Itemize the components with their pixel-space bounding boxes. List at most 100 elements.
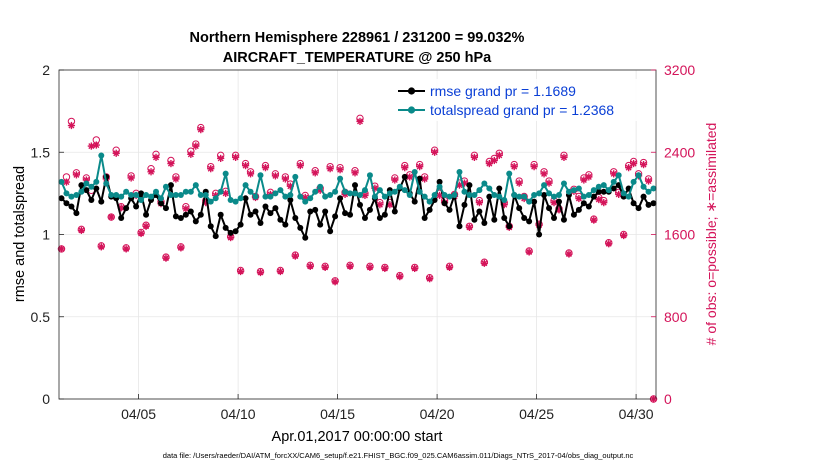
asterisk-stroke (386, 201, 393, 208)
rmse-point (138, 190, 145, 197)
rmse-point (177, 215, 184, 222)
x-axis-label: Apr.01,2017 00:00:00 start (272, 429, 443, 445)
rmse-point (411, 198, 418, 205)
totalspread-point (565, 188, 572, 195)
asterisk-stroke (292, 253, 299, 260)
asterisk-stroke (113, 150, 120, 157)
obs-assimilated-marker (62, 178, 71, 186)
totalspread-point (381, 193, 388, 200)
totalspread-point (332, 188, 339, 195)
totalspread-point (93, 178, 100, 185)
asterisk-stroke (406, 173, 413, 180)
asterisk-stroke (376, 201, 383, 208)
x-tick-label: 04/20 (420, 406, 455, 422)
rmse-point (232, 228, 239, 235)
totalspread-point (371, 193, 378, 200)
obs-assimilated-marker (321, 263, 329, 271)
y-tick-label: 0 (42, 391, 50, 407)
asterisk-stroke (63, 179, 70, 186)
rmse-point (521, 215, 528, 222)
rmse-point (446, 206, 453, 213)
totalspread-point (610, 178, 617, 185)
obs-assimilated-marker (595, 195, 603, 204)
legend-spread-label: totalspread grand pr = 1.2368 (430, 102, 614, 118)
asterisk-stroke (312, 169, 319, 176)
asterisk-stroke (620, 232, 627, 239)
obs-assimilated-marker (122, 245, 130, 253)
asterisk-stroke (565, 251, 572, 258)
rmse-point (381, 211, 388, 218)
totalspread-point (401, 187, 408, 194)
totalspread-point (416, 188, 423, 195)
totalspread-point (511, 192, 518, 199)
totalspread-point (222, 170, 229, 177)
series-layer (57, 114, 658, 403)
rmse-point (192, 218, 199, 225)
asterisk-stroke (162, 255, 169, 262)
rmse-point (133, 203, 140, 210)
rmse-point (277, 216, 284, 223)
chart-subtitle: AIRCRAFT_TEMPERATURE @ 250 hPa (223, 50, 492, 66)
totalspread-point (506, 170, 513, 177)
asterisk-stroke (237, 268, 244, 275)
obs-assimilated-marker (142, 222, 150, 230)
rmse-point (217, 211, 224, 218)
asterisk-stroke (476, 199, 483, 206)
rmse-point (237, 221, 244, 228)
rmse-point (456, 223, 463, 230)
asterisk-stroke (361, 192, 368, 199)
obs-assimilated-marker (644, 177, 653, 185)
asterisk-stroke (481, 260, 488, 267)
totalspread-point (143, 192, 150, 199)
asterisk-stroke (446, 264, 453, 271)
rmse-point (645, 201, 652, 208)
obs-assimilated-marker (291, 252, 299, 260)
y-axis-label: rmse and totalspread (12, 166, 28, 302)
asterisk-stroke (600, 199, 607, 206)
totalspread-point (441, 192, 448, 199)
obs-assimilated-marker (182, 205, 190, 213)
obs-assimilated-marker (445, 263, 454, 271)
totalspread-point (282, 193, 289, 200)
asterisk-stroke (615, 191, 622, 198)
totalspread-point (386, 190, 393, 197)
asterisk-stroke (143, 223, 150, 230)
rmse-point (421, 215, 428, 222)
rmse-point (361, 215, 368, 222)
rmse-point (197, 211, 204, 218)
rmse-point (585, 203, 592, 210)
rmse-point (332, 213, 339, 220)
asterisk-stroke (436, 192, 443, 199)
totalspread-point (123, 188, 130, 195)
rmse-point (73, 210, 80, 217)
totalspread-point (88, 183, 95, 190)
asterisk-stroke (491, 157, 498, 164)
totalspread-point (466, 192, 473, 199)
obs-assimilated-marker (162, 254, 170, 262)
asterisk-stroke (391, 176, 398, 184)
totalspread-point (516, 193, 523, 200)
obs-assimilated-marker (540, 170, 548, 178)
asterisk-stroke (282, 175, 289, 182)
rmse-point (481, 219, 488, 226)
asterisk-stroke (297, 162, 304, 169)
right-axis-ticks: 0 800 1600 2400 3200 (651, 62, 695, 407)
rmse-point (282, 221, 289, 228)
totalspread-point (292, 173, 299, 180)
asterisk-stroke (247, 170, 254, 177)
obs-assimilated-marker (351, 169, 359, 177)
totalspread-point (312, 188, 319, 195)
rmse-point (496, 185, 503, 192)
totalspread-point (322, 193, 329, 200)
totalspread-point (536, 190, 543, 197)
obs-assimilated-marker (241, 162, 250, 170)
asterisk-stroke (411, 265, 418, 272)
asterisk-stroke (546, 180, 553, 187)
obs-assimilated-marker (639, 160, 648, 169)
totalspread-point (600, 182, 607, 189)
rmse-point (123, 205, 130, 212)
x-tick-label: 04/30 (619, 406, 654, 422)
rmse-point (352, 182, 359, 189)
asterisk-stroke (187, 151, 194, 158)
rmse-point (83, 187, 90, 194)
